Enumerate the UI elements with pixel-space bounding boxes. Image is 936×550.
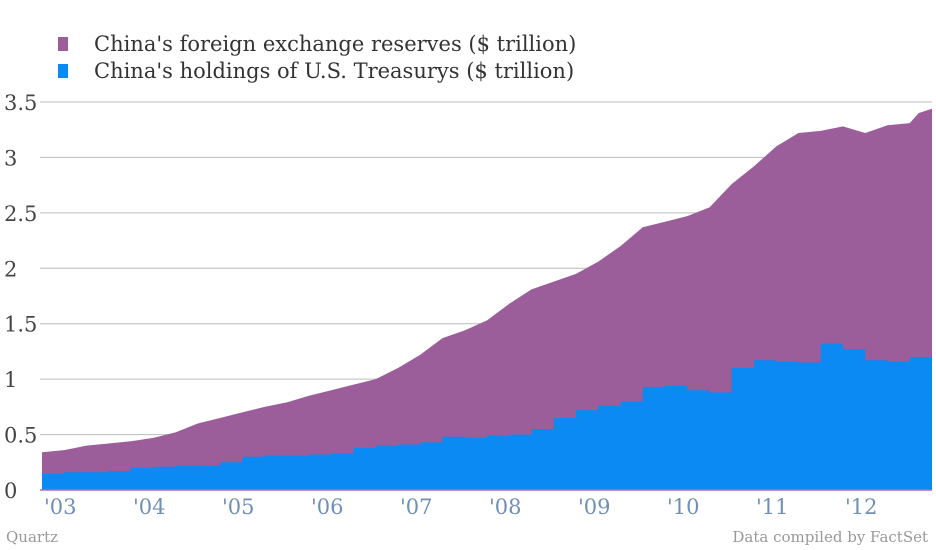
y-tick-label: 0.5	[4, 424, 37, 448]
x-tick-label: '06	[311, 495, 344, 519]
source-label-right: Data compiled by FactSet	[732, 528, 928, 546]
x-tick-label: '03	[44, 495, 77, 519]
y-tick-label: 3.5	[4, 91, 37, 115]
legend-swatch-reserves	[58, 36, 68, 51]
treasurys-area	[42, 343, 932, 490]
legend-label-reserves: China's foreign exchange reserves ($ tri…	[94, 31, 577, 56]
source-label-left: Quartz	[6, 528, 59, 546]
x-tick-label: '05	[222, 495, 255, 519]
x-tick-label: '08	[489, 495, 522, 519]
legend-label-treasurys: China's holdings of U.S. Treasurys ($ tr…	[94, 58, 575, 83]
x-tick-label: '09	[578, 495, 611, 519]
legend-item-treasurys: China's holdings of U.S. Treasurys ($ tr…	[58, 57, 576, 84]
x-tick-label: '10	[667, 495, 700, 519]
legend-item-reserves: China's foreign exchange reserves ($ tri…	[58, 30, 576, 57]
x-tick-label: '04	[133, 495, 166, 519]
y-tick-label: 1	[4, 368, 17, 392]
y-tick-label: 1.5	[4, 313, 37, 337]
y-tick-label: 3	[4, 146, 17, 170]
x-tick-label: '12	[845, 495, 878, 519]
y-tick-label: 0	[4, 479, 17, 503]
legend-swatch-treasurys	[58, 63, 68, 78]
x-tick-label: '07	[400, 495, 433, 519]
y-tick-label: 2	[4, 257, 17, 281]
x-tick-label: '11	[756, 495, 789, 519]
y-tick-label: 2.5	[4, 202, 37, 226]
chart-legend: China's foreign exchange reserves ($ tri…	[58, 30, 576, 84]
